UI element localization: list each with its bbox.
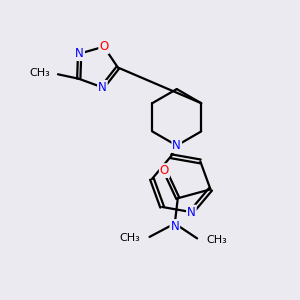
Text: O: O [160,164,169,177]
Text: N: N [187,206,196,219]
Text: CH₃: CH₃ [29,68,50,78]
Text: N: N [75,47,84,60]
Text: O: O [99,40,108,53]
Text: N: N [170,220,179,233]
Text: CH₃: CH₃ [207,235,227,245]
Text: N: N [98,81,107,94]
Text: CH₃: CH₃ [119,233,140,243]
Text: N: N [172,139,181,152]
